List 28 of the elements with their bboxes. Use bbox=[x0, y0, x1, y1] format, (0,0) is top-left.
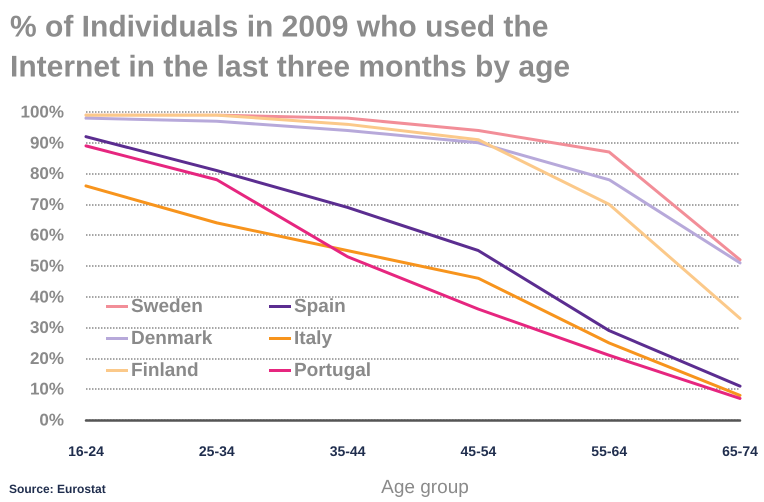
legend-label: Spain bbox=[294, 296, 346, 317]
legend-label: Italy bbox=[294, 328, 332, 349]
source-note: Source: Eurostat bbox=[9, 482, 106, 496]
legend-label: Sweden bbox=[131, 296, 203, 317]
chart-title: % of Individuals in 2009 who used the Internet in the last three months by age bbox=[10, 10, 570, 84]
y-tick-label: 50% bbox=[30, 256, 64, 276]
legend-label: Portugal bbox=[294, 360, 372, 381]
y-tick-label: 90% bbox=[30, 133, 64, 152]
y-tick-label: 100% bbox=[20, 102, 64, 122]
x-tick-label: 45-54 bbox=[460, 443, 497, 459]
x-tick-label: 55-64 bbox=[591, 443, 628, 459]
y-tick-label: 30% bbox=[30, 318, 64, 338]
x-axis-title: Age group bbox=[381, 477, 469, 498]
x-tick-label: 16-24 bbox=[68, 443, 104, 459]
x-tick-label: 65-74 bbox=[722, 443, 758, 459]
legend-label: Finland bbox=[131, 360, 199, 381]
y-tick-label: 60% bbox=[30, 226, 64, 245]
x-tick-label: 35-44 bbox=[330, 443, 366, 459]
y-tick-label: 20% bbox=[30, 348, 64, 368]
y-tick-label: 0% bbox=[39, 410, 64, 430]
line-series bbox=[84, 114, 742, 320]
y-tick-label: 40% bbox=[30, 287, 64, 306]
y-tick-label: 70% bbox=[30, 194, 64, 214]
x-tick-label: 25-34 bbox=[198, 443, 235, 459]
y-tick-label: 10% bbox=[30, 380, 64, 399]
line-series bbox=[84, 184, 742, 397]
legend-label: Denmark bbox=[131, 328, 213, 349]
y-tick-label: 80% bbox=[30, 164, 64, 184]
